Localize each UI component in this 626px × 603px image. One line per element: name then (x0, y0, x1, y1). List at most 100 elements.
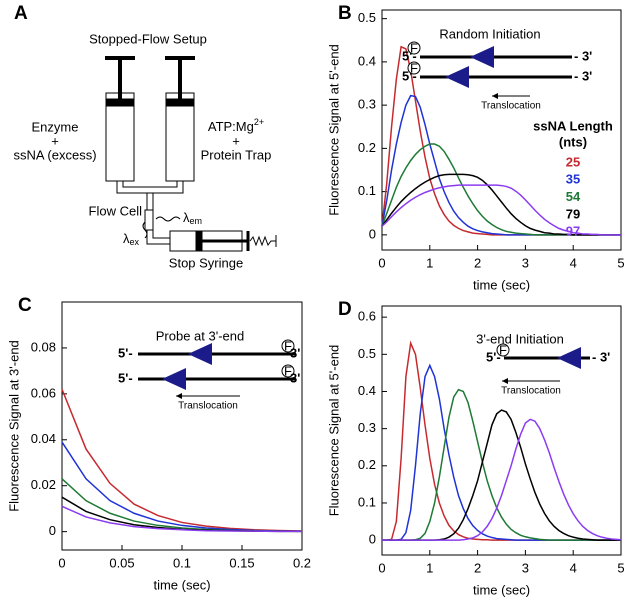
y-tick-label: 0.4 (358, 383, 376, 398)
spring (249, 235, 277, 247)
x-tick-label: 1 (426, 255, 433, 270)
reagent-text: Enzyme (32, 119, 79, 134)
flow-cell-label: Flow Cell (89, 203, 143, 218)
plot-frame (381, 305, 622, 556)
syringe-barrel (105, 92, 135, 182)
y-tick-label: 0.1 (358, 494, 376, 509)
stop-syringe-label: Stop Syringe (169, 255, 243, 270)
tubing (146, 230, 170, 245)
chart: D 0 0.1 0.2 0.3 0.4 0.5 0.6 0 1 2 3 4 5 time (sec) Fluo… (326, 299, 624, 597)
y-tick-label: 0.2 (358, 140, 376, 155)
inset-title: 3'-end Initiation (476, 331, 564, 346)
x-tick-label: 0 (378, 255, 385, 270)
y-tick-label: 0.2 (358, 457, 376, 472)
x-tick-label: 0.2 (293, 555, 311, 570)
helicase (445, 66, 469, 88)
data-line (381, 143, 621, 236)
data-line (382, 409, 621, 541)
x-axis-label: time (sec) (473, 582, 530, 597)
x-tick-label: 3 (522, 560, 529, 575)
y-tick-label: 0.4 (358, 53, 376, 68)
y-axis-label: Fluorescence Signal at 3'-end (6, 340, 21, 512)
strand-end: - 3' (574, 48, 592, 63)
data-line (381, 173, 621, 236)
arrow-head (502, 378, 508, 384)
reagent-text: ssNA (excess) (13, 147, 96, 162)
y-tick-label: 0 (369, 226, 376, 241)
emission-label: λem (183, 210, 202, 226)
strand-end: 3' (290, 370, 300, 385)
subscript: em (190, 216, 203, 226)
strand-end: 3' (290, 345, 300, 360)
legend-entry: 54 (566, 189, 581, 204)
strand-end: - 3' (592, 349, 610, 364)
y-tick-label: 0.1 (358, 183, 376, 198)
panel-label: D (338, 299, 352, 320)
legend-entry: 79 (566, 206, 580, 221)
x-tick-label: 4 (570, 255, 577, 270)
arrow-label: Translocation (481, 101, 541, 112)
reagent-text: + (51, 133, 59, 148)
syringe-barrel (165, 92, 195, 182)
fluorophore-label: F (284, 338, 292, 353)
fluorophore-label: F (410, 40, 418, 55)
x-tick-label: 1 (426, 560, 433, 575)
lambda: λ (183, 210, 190, 225)
panel-label: C (18, 295, 32, 316)
x-tick-label: 5 (617, 255, 624, 270)
inset-title: Probe at 3'-end (156, 328, 245, 343)
y-tick-label: 0 (49, 523, 56, 538)
subscript: ex (130, 237, 140, 247)
data-line (381, 184, 621, 236)
helicase (557, 347, 581, 369)
fluorophore-label: F (284, 363, 292, 378)
x-tick-label: 4 (570, 560, 577, 575)
inset-title: Random Initiation (439, 26, 540, 41)
flow-cell (144, 209, 154, 231)
legend-title: (nts) (559, 134, 587, 149)
y-axis-label: Fluorescence Signal at 5'-end (326, 345, 341, 517)
plunger (105, 98, 135, 107)
y-tick-label: 0.5 (358, 10, 376, 25)
superscript: 2+ (254, 117, 264, 127)
fluorophore (281, 339, 295, 353)
diagram: A Stopped-Flow Setup Enzyme + ssNA (exce… (13, 3, 277, 270)
reagent-text: ATP:Mg (208, 119, 254, 134)
reagent-text: Protein Trap (201, 147, 272, 162)
panel-label: A (14, 3, 28, 24)
arrow-label: Translocation (501, 386, 561, 397)
arrow-label: Translocation (178, 401, 238, 412)
helicase (470, 46, 494, 68)
y-axis-label: Fluorescence Signal at 5'-end (326, 44, 341, 216)
strand-end: 5'- (486, 349, 501, 364)
chart: B 0 0.1 0.2 0.3 0.4 0.5 0 1 2 3 4 5 time (sec) Fluores… (326, 3, 624, 292)
panel-label: B (338, 3, 352, 24)
tubing (116, 181, 184, 210)
y-tick-label: 0 (369, 532, 376, 547)
arrow-head (492, 93, 498, 99)
data-line (61, 505, 302, 533)
data-line (382, 388, 621, 541)
strand-end: 5'- (118, 370, 133, 385)
reagent-text: ATP:Mg2+ (208, 117, 264, 134)
x-tick-label: 0.1 (173, 555, 191, 570)
y-tick-label: 0.04 (31, 431, 56, 446)
x-axis-label: time (sec) (153, 577, 210, 592)
fluorophore-label: F (499, 342, 507, 357)
y-tick-label: 0.3 (358, 97, 376, 112)
data-line (61, 496, 302, 533)
x-tick-label: 2 (474, 560, 481, 575)
strand-end: - 3' (574, 68, 592, 83)
x-tick-label: 0 (58, 555, 65, 570)
legend-entry: 97 (566, 224, 580, 239)
plunger (165, 98, 195, 107)
x-tick-label: 2 (474, 255, 481, 270)
data-line (382, 418, 622, 541)
reagent-text: + (232, 133, 240, 148)
emission-wave (155, 216, 181, 222)
arrow-head (176, 393, 182, 399)
x-tick-label: 0.05 (109, 555, 134, 570)
data-line (61, 478, 303, 533)
helicase (188, 343, 212, 365)
